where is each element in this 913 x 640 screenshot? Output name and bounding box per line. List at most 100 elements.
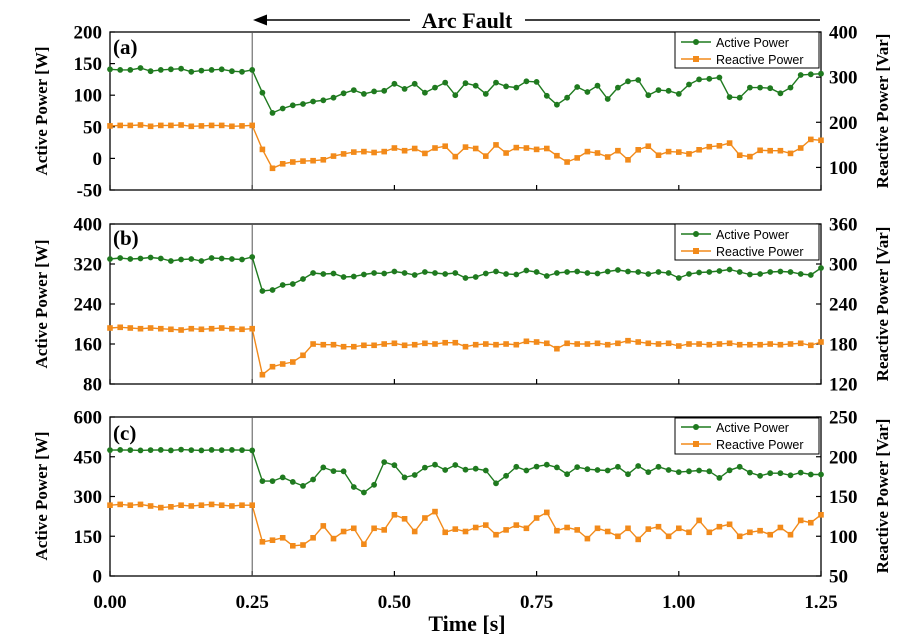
y-tick-label-right: 120 — [829, 375, 858, 396]
reactive-power-point — [726, 521, 733, 528]
reactive-power-point — [158, 325, 164, 332]
active-power-point — [330, 468, 337, 474]
reactive-power-point — [655, 523, 662, 530]
active-power-point — [422, 464, 428, 471]
y-tick-label-left: 160 — [74, 335, 103, 356]
panel-label: (a) — [113, 35, 138, 59]
active-power-point — [178, 446, 185, 453]
active-power-series — [107, 446, 824, 496]
active-power-point — [442, 79, 449, 86]
active-power-point — [675, 91, 682, 97]
reactive-power-point — [625, 337, 631, 344]
reactive-power-point — [422, 515, 428, 521]
reactive-power-point — [635, 536, 641, 543]
active-power-point — [452, 270, 459, 276]
active-power-point — [757, 271, 763, 277]
y-tick-label-right: 100 — [829, 527, 858, 548]
reactive-power-point — [442, 339, 448, 346]
reactive-power-point — [757, 527, 763, 534]
reactive-power-point — [625, 157, 631, 163]
reactive-power-point — [797, 517, 804, 524]
reactive-power-point — [422, 340, 428, 347]
active-power-point — [787, 269, 794, 275]
panel-c: 0 150 300 450 600 50 100 150 200 250 (c) Active P… — [32, 408, 892, 588]
active-power-point — [706, 269, 713, 275]
reactive-power-point — [127, 325, 134, 331]
active-power-point — [645, 271, 652, 277]
legend-reactive-marker — [693, 56, 699, 62]
active-power-point — [564, 269, 570, 275]
active-power-point — [137, 447, 144, 454]
legend-active-marker — [693, 231, 699, 237]
active-power-point — [340, 274, 347, 280]
active-power-point — [249, 254, 256, 260]
active-power-point — [655, 269, 662, 275]
active-power-point — [584, 466, 591, 473]
panel-label: (b) — [113, 226, 139, 250]
reactive-power-point — [777, 341, 784, 348]
x-tick-label: 0.25 — [236, 592, 269, 613]
reactive-power-point — [330, 153, 337, 159]
reactive-power-point — [574, 341, 580, 347]
active-power-point — [229, 447, 235, 453]
active-power-point — [117, 447, 124, 453]
active-power-point — [818, 265, 824, 271]
active-power-point — [665, 467, 672, 473]
active-power-point — [807, 71, 814, 78]
reactive-power-point — [584, 148, 591, 155]
active-power-point — [482, 91, 489, 97]
active-power-point — [259, 478, 266, 484]
y-tick-label-left: 0 — [93, 567, 103, 588]
reactive-power-point — [147, 503, 154, 509]
reactive-power-point — [320, 341, 327, 348]
reactive-power-point — [493, 341, 499, 348]
active-power-point — [391, 80, 398, 87]
reactive-power-point — [452, 339, 459, 346]
reactive-power-point — [432, 341, 438, 347]
reactive-power-point — [767, 147, 773, 154]
active-power-point — [411, 80, 418, 87]
reactive-power-point — [564, 159, 570, 165]
y-tick-label-left: -50 — [77, 181, 102, 202]
active-power-point — [391, 268, 398, 275]
active-power-point — [472, 82, 479, 89]
reactive-power-point — [178, 327, 184, 333]
active-power-point — [706, 468, 713, 475]
legend-reactive-label: Reactive Power — [716, 53, 804, 67]
legend: Active Power Reactive Power — [674, 31, 820, 69]
reactive-power-point — [513, 144, 520, 151]
reactive-power-point — [391, 512, 398, 518]
reactive-power-point — [401, 342, 408, 349]
active-power-point — [777, 470, 784, 477]
active-power-point — [747, 84, 753, 91]
active-power-point — [503, 472, 509, 479]
active-power-point — [736, 94, 743, 101]
reactive-power-series — [107, 501, 824, 549]
active-power-point — [361, 271, 367, 278]
reactive-power-point — [584, 341, 591, 347]
reactive-power-point — [158, 504, 164, 511]
active-power-point — [604, 96, 611, 102]
y-axis-title-left: Active Power [W] — [32, 239, 51, 368]
reactive-power-point — [686, 341, 692, 347]
reactive-power-point — [503, 150, 509, 156]
reactive-power-point — [604, 341, 611, 348]
reactive-power-point — [767, 531, 773, 538]
panel-a: -50 0 50 100 150 200 100 200 300 400 (a) Active P… — [32, 23, 892, 202]
active-power-point — [381, 270, 388, 277]
reactive-power-point — [665, 533, 672, 540]
active-power-point — [340, 90, 347, 97]
active-power-point — [289, 281, 296, 287]
active-power-point — [188, 68, 195, 75]
arc-fault-arrowhead — [253, 14, 267, 26]
active-power-series — [107, 65, 824, 116]
active-power-point — [249, 67, 256, 73]
active-power-point — [767, 85, 774, 92]
active-power-point — [310, 270, 316, 276]
active-power-point — [787, 84, 794, 91]
y-tick-label-right: 150 — [829, 487, 858, 508]
active-power-point — [279, 474, 286, 481]
reactive-power-point — [635, 339, 641, 345]
active-power-point — [198, 258, 205, 264]
legend-box — [674, 417, 820, 455]
